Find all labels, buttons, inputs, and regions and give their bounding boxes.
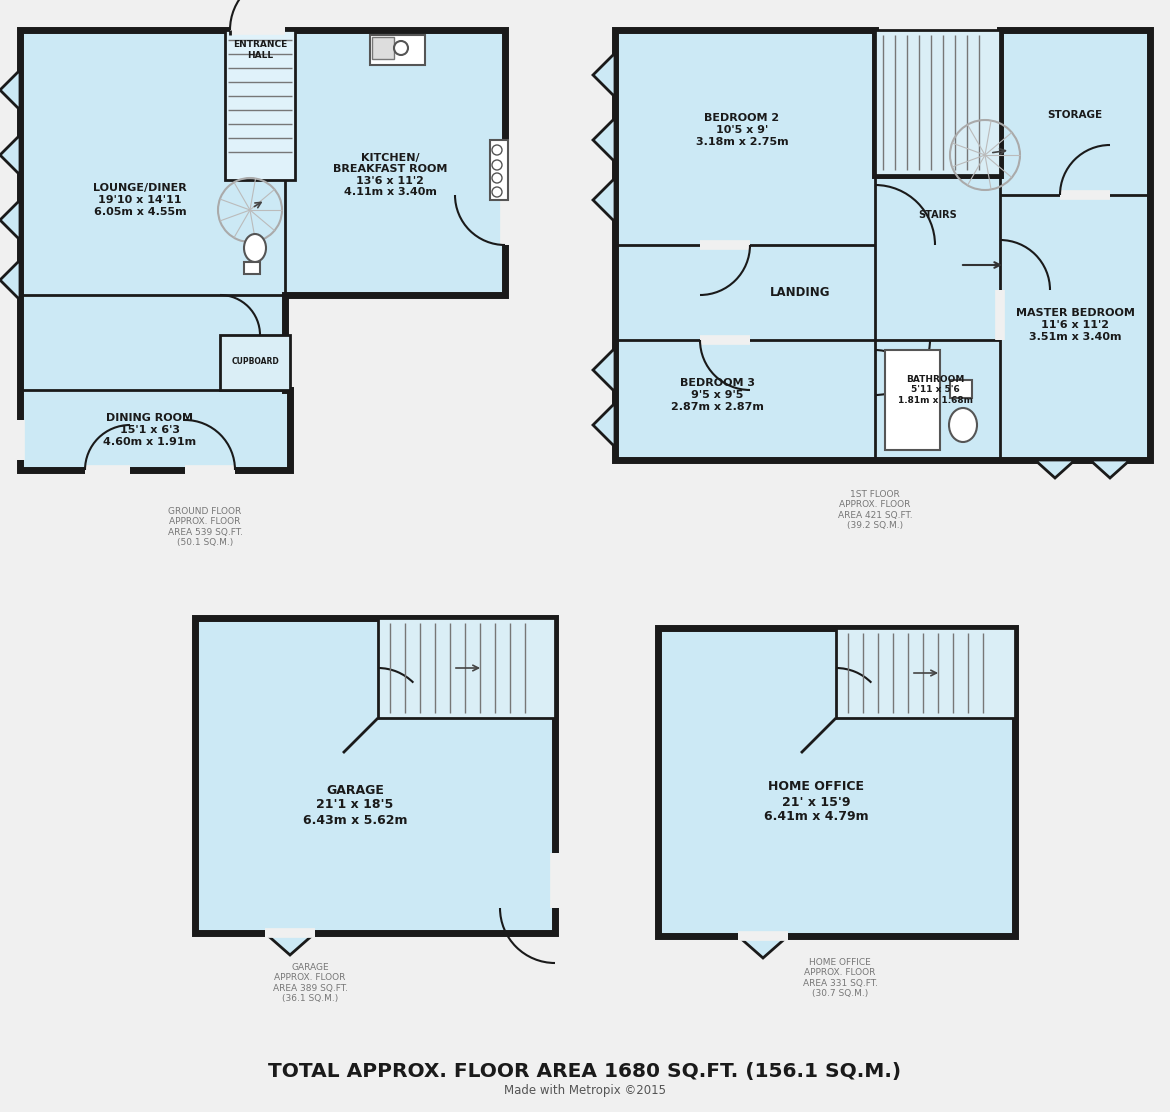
Bar: [490, 140, 508, 200]
Text: ENTRANCE
HALL: ENTRANCE HALL: [233, 40, 287, 60]
Text: GARAGE
21'1 x 18'5
6.43m x 5.62m: GARAGE 21'1 x 18'5 6.43m x 5.62m: [303, 784, 407, 826]
Text: GARAGE
APPROX. FLOOR
AREA 389 SQ.FT.
(36.1 SQ.M.): GARAGE APPROX. FLOOR AREA 389 SQ.FT. (36…: [273, 963, 347, 1003]
Circle shape: [394, 41, 408, 54]
Polygon shape: [1090, 460, 1130, 478]
Bar: [885, 350, 940, 450]
Text: CUPBOARD: CUPBOARD: [232, 357, 278, 367]
Text: LOUNGE/DINER
19'10 x 14'11
6.05m x 4.55m: LOUNGE/DINER 19'10 x 14'11 6.05m x 4.55m: [94, 183, 187, 217]
Polygon shape: [615, 30, 1150, 460]
Polygon shape: [593, 53, 615, 97]
Circle shape: [493, 187, 502, 197]
Text: BATHROOM
5'11 x 5'6
1.81m x 1.68m: BATHROOM 5'11 x 5'6 1.81m x 1.68m: [897, 375, 972, 405]
Text: TOTAL APPROX. FLOOR AREA 1680 SQ.FT. (156.1 SQ.M.): TOTAL APPROX. FLOOR AREA 1680 SQ.FT. (15…: [268, 1062, 902, 1081]
Polygon shape: [0, 70, 20, 110]
Polygon shape: [593, 403, 615, 447]
Bar: [195, 618, 555, 933]
Text: GROUND FLOOR
APPROX. FLOOR
AREA 539 SQ.FT.
(50.1 SQ.M.): GROUND FLOOR APPROX. FLOOR AREA 539 SQ.F…: [167, 507, 242, 547]
Ellipse shape: [245, 234, 266, 262]
Circle shape: [493, 145, 502, 155]
Ellipse shape: [949, 408, 977, 441]
Bar: [658, 628, 1016, 936]
Text: BEDROOM 2
10'5 x 9'
3.18m x 2.75m: BEDROOM 2 10'5 x 9' 3.18m x 2.75m: [696, 113, 789, 147]
Polygon shape: [264, 933, 315, 955]
Text: BEDROOM 3
9'5 x 9'5
2.87m x 2.87m: BEDROOM 3 9'5 x 9'5 2.87m x 2.87m: [670, 378, 764, 411]
Text: KITCHEN/
BREAKFAST ROOM
13'6 x 11'2
4.11m x 3.40m: KITCHEN/ BREAKFAST ROOM 13'6 x 11'2 4.11…: [332, 152, 447, 198]
Bar: [837, 628, 1016, 718]
Bar: [372, 37, 394, 59]
Bar: [370, 34, 425, 64]
Polygon shape: [593, 178, 615, 222]
Bar: [950, 380, 972, 398]
Bar: [875, 30, 1000, 175]
Text: STAIRS: STAIRS: [918, 210, 957, 220]
Polygon shape: [738, 936, 789, 959]
Bar: [225, 30, 295, 180]
Circle shape: [493, 160, 502, 170]
Polygon shape: [20, 30, 505, 470]
Text: LANDING: LANDING: [770, 286, 831, 298]
Text: 1ST FLOOR
APPROX. FLOOR
AREA 421 SQ.FT.
(39.2 SQ.M.): 1ST FLOOR APPROX. FLOOR AREA 421 SQ.FT. …: [838, 490, 913, 530]
Bar: [378, 618, 555, 718]
Polygon shape: [0, 135, 20, 175]
Polygon shape: [593, 118, 615, 162]
Polygon shape: [593, 348, 615, 393]
Text: MASTER BEDROOM
11'6 x 11'2
3.51m x 3.40m: MASTER BEDROOM 11'6 x 11'2 3.51m x 3.40m: [1016, 308, 1135, 341]
Text: DINING ROOM
15'1 x 6'3
4.60m x 1.91m: DINING ROOM 15'1 x 6'3 4.60m x 1.91m: [103, 414, 197, 447]
Text: STORAGE: STORAGE: [1047, 110, 1102, 120]
Circle shape: [493, 173, 502, 183]
Text: HOME OFFICE
APPROX. FLOOR
AREA 331 SQ.FT.
(30.7 SQ.M.): HOME OFFICE APPROX. FLOOR AREA 331 SQ.FT…: [803, 959, 878, 999]
Text: HOME OFFICE
21' x 15'9
6.41m x 4.79m: HOME OFFICE 21' x 15'9 6.41m x 4.79m: [764, 781, 868, 824]
Polygon shape: [0, 260, 20, 300]
Bar: [220, 335, 290, 390]
Bar: [245, 262, 260, 274]
Text: Made with Metropix ©2015: Made with Metropix ©2015: [504, 1084, 666, 1098]
Polygon shape: [0, 200, 20, 240]
Polygon shape: [1035, 460, 1075, 478]
